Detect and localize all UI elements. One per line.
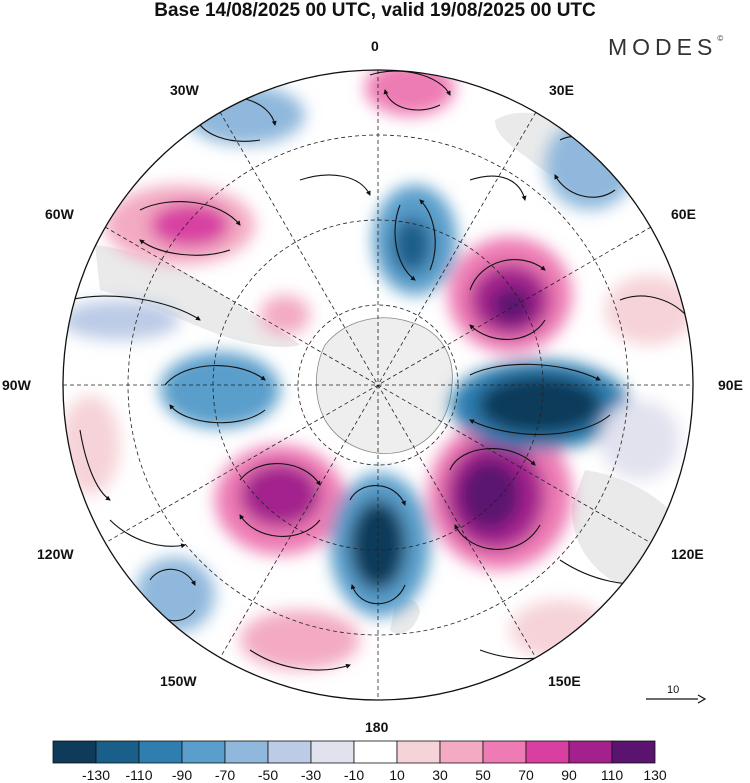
lon-label-120e: 120E bbox=[671, 546, 704, 562]
lon-label-60e: 60E bbox=[671, 206, 696, 222]
vector-reference-arrow bbox=[646, 694, 707, 704]
vector-reference-label: 10 bbox=[667, 684, 680, 696]
lon-label-30e: 30E bbox=[549, 82, 574, 98]
lon-label-90w: 90W bbox=[2, 377, 31, 393]
lon-label-150w: 150W bbox=[160, 673, 197, 689]
chart-title: Base 14/08/2025 00 UTC, valid 19/08/2025… bbox=[154, 0, 596, 21]
lon-label-180: 180 bbox=[365, 719, 389, 735]
copyright-mark: © bbox=[717, 34, 724, 43]
lon-label-120w: 120W bbox=[37, 546, 74, 562]
lon-label-150e: 150E bbox=[548, 673, 581, 689]
map-boundary bbox=[62, 69, 694, 701]
lon-label-90e: 90E bbox=[718, 377, 743, 393]
brand-name: MODES bbox=[608, 34, 718, 60]
map-disk bbox=[63, 70, 693, 700]
modes-logo: MODES© bbox=[608, 34, 723, 61]
antarctica bbox=[315, 317, 453, 454]
south-america bbox=[95, 245, 300, 347]
lon-label-30w: 30W bbox=[170, 82, 199, 98]
lon-label-60w: 60W bbox=[45, 206, 74, 222]
lon-label-0: 0 bbox=[371, 38, 379, 54]
graticule bbox=[63, 70, 693, 700]
